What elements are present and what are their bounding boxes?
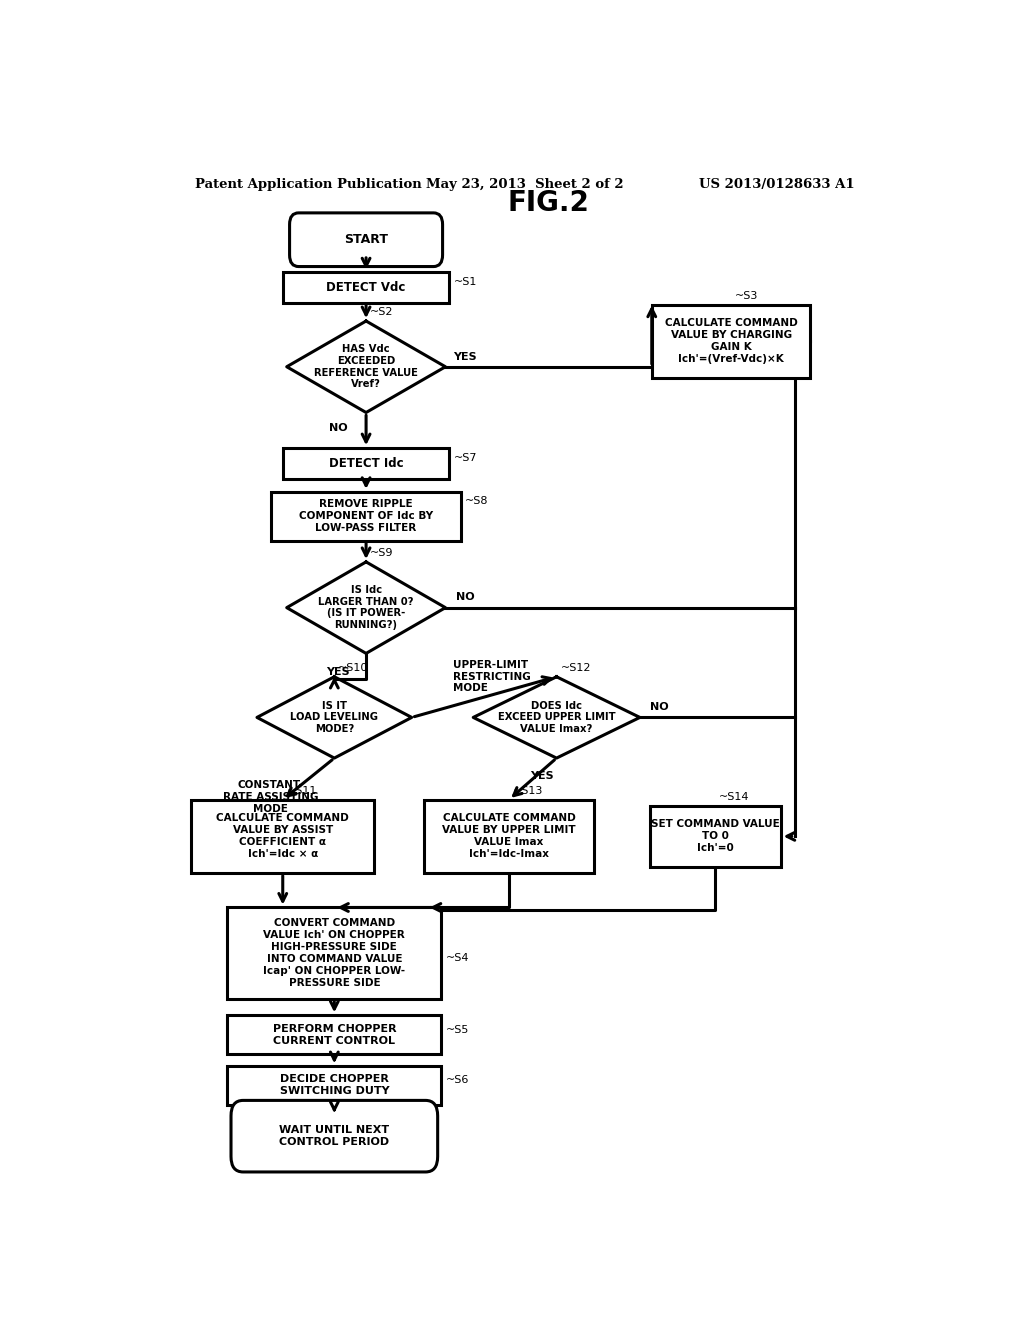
Polygon shape [287,321,445,412]
Text: DETECT Idc: DETECT Idc [329,457,403,470]
Text: DOES Idc
EXCEED UPPER LIMIT
VALUE Imax?: DOES Idc EXCEED UPPER LIMIT VALUE Imax? [498,701,615,734]
Text: DETECT Vdc: DETECT Vdc [327,281,406,294]
Text: CONVERT COMMAND
VALUE Ich' ON CHOPPER
HIGH-PRESSURE SIDE
INTO COMMAND VALUE
Icap: CONVERT COMMAND VALUE Ich' ON CHOPPER HI… [263,919,406,989]
Polygon shape [257,677,412,758]
Text: HAS Vdc
EXCEEDED
REFERENCE VALUE
Vref?: HAS Vdc EXCEEDED REFERENCE VALUE Vref? [314,345,418,389]
Polygon shape [287,562,445,653]
Text: YES: YES [530,771,554,781]
Text: ~S10: ~S10 [338,663,369,673]
Text: YES: YES [454,351,477,362]
Text: ~S1: ~S1 [454,277,477,288]
Bar [652,305,811,378]
FancyBboxPatch shape [231,1101,437,1172]
Text: ~S11: ~S11 [287,785,317,796]
Bar [650,805,780,867]
FancyBboxPatch shape [290,213,442,267]
Text: DECIDE CHOPPER
SWITCHING DUTY: DECIDE CHOPPER SWITCHING DUTY [280,1074,389,1097]
Text: REMOVE RIPPLE
COMPONENT OF Idc BY
LOW-PASS FILTER: REMOVE RIPPLE COMPONENT OF Idc BY LOW-PA… [299,499,433,533]
Text: NO: NO [650,702,669,713]
Text: START: START [344,234,388,247]
Bar [283,447,450,479]
Text: ~S4: ~S4 [445,953,469,964]
Text: ~S8: ~S8 [465,496,488,506]
Text: CALCULATE COMMAND
VALUE BY ASSIST
COEFFICIENT α
Ich'=Idc × α: CALCULATE COMMAND VALUE BY ASSIST COEFFI… [216,813,349,859]
Bar [270,492,461,541]
Text: UPPER-LIMIT
RESTRICTING
MODE: UPPER-LIMIT RESTRICTING MODE [454,660,531,693]
Text: CONSTANT-
RATE ASSISTING
MODE: CONSTANT- RATE ASSISTING MODE [223,780,318,813]
Text: ~S6: ~S6 [445,1076,469,1085]
Bar [227,907,441,999]
Text: NO: NO [456,593,474,602]
Bar [424,800,594,873]
Text: IS IT
LOAD LEVELING
MODE?: IS IT LOAD LEVELING MODE? [291,701,378,734]
Text: US 2013/0128633 A1: US 2013/0128633 A1 [698,178,854,191]
Text: FIG.2: FIG.2 [508,189,590,216]
Bar [227,1015,441,1053]
Text: ~S13: ~S13 [513,785,544,796]
Text: ~S5: ~S5 [445,1024,469,1035]
Text: PERFORM CHOPPER
CURRENT CONTROL: PERFORM CHOPPER CURRENT CONTROL [272,1023,396,1045]
Text: ~S2: ~S2 [370,308,393,317]
Text: ~S9: ~S9 [370,548,393,558]
Polygon shape [473,677,640,758]
Text: Patent Application Publication: Patent Application Publication [196,178,422,191]
Text: ~S12: ~S12 [560,663,591,673]
Text: YES: YES [327,667,350,677]
Text: CALCULATE COMMAND
VALUE BY CHARGING
GAIN K
Ich'=(Vref-Vdc)×K: CALCULATE COMMAND VALUE BY CHARGING GAIN… [665,318,798,364]
Text: ~S7: ~S7 [454,453,477,463]
Text: NO: NO [329,422,347,433]
Text: WAIT UNTIL NEXT
CONTROL PERIOD: WAIT UNTIL NEXT CONTROL PERIOD [280,1125,389,1147]
Text: ~S14: ~S14 [719,792,750,801]
Text: IS Idc
LARGER THAN 0?
(IS IT POWER-
RUNNING?): IS Idc LARGER THAN 0? (IS IT POWER- RUNN… [318,585,414,630]
Bar [227,1067,441,1105]
Text: CALCULATE COMMAND
VALUE BY UPPER LIMIT
VALUE Imax
Ich'=Idc-Imax: CALCULATE COMMAND VALUE BY UPPER LIMIT V… [442,813,575,859]
Text: ~S3: ~S3 [735,290,759,301]
Bar [191,800,374,873]
Text: SET COMMAND VALUE
TO 0
Ich'=0: SET COMMAND VALUE TO 0 Ich'=0 [651,820,779,853]
Text: May 23, 2013  Sheet 2 of 2: May 23, 2013 Sheet 2 of 2 [426,178,624,191]
Bar [283,272,450,302]
